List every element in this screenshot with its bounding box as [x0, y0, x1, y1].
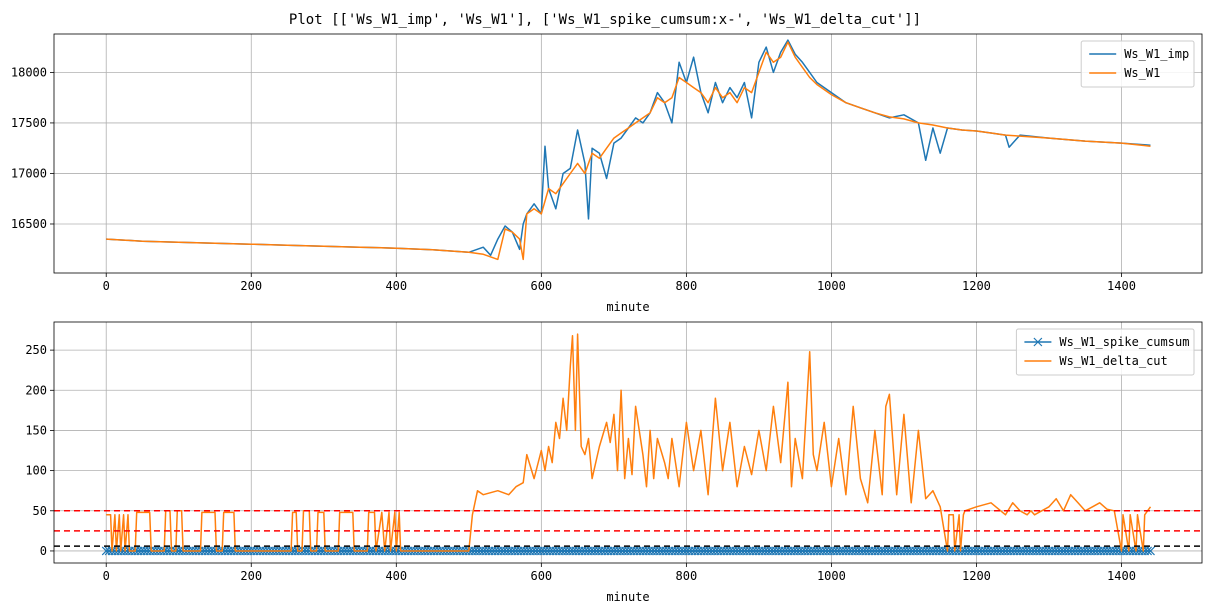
bottom-subplot: 0 200 400 600 800 1000 1200 1400 0 50 100 150 200 250…: [25, 321, 1203, 604]
legend-box: [1015, 328, 1195, 376]
x-tick-label: 1200: [962, 569, 991, 583]
y-tick-label: 100: [25, 464, 47, 478]
x-tick-label: 800: [676, 279, 698, 293]
x-axis-label: minute: [606, 300, 649, 314]
x-tick-label: 1400: [1107, 569, 1136, 583]
series-markers-spike-cumsum: [101, 546, 1155, 556]
legend-label: Ws_W1: [1124, 66, 1160, 80]
x-tick-label: 600: [530, 279, 552, 293]
y-tick-label: 200: [25, 383, 47, 397]
x-tick-label: 1200: [962, 279, 991, 293]
x-tick-label: 0: [103, 569, 110, 583]
x-axis-label: minute: [606, 590, 649, 604]
y-tick-label: 50: [33, 504, 47, 518]
y-tick-label: 16500: [11, 217, 47, 231]
series-line-ws-w1-delta-cut: [106, 333, 1152, 552]
y-tick-label: 17000: [11, 166, 47, 180]
legend-label: Ws_W1_delta_cut: [1059, 354, 1167, 368]
x-tick-label: 1000: [817, 569, 846, 583]
legend: Ws_W1_spike_cumsum Ws_W1_delta_cut: [1015, 328, 1195, 376]
axes-frame: [53, 321, 1203, 564]
series-line-ws-w1-imp: [106, 39, 1151, 257]
plot-area: [106, 39, 1151, 261]
x-tick-label: 0: [103, 279, 110, 293]
x-marker: [1146, 546, 1155, 556]
y-tick-label: 17500: [11, 116, 47, 130]
top-subplot: 0 200 400 600 800 1000 1200 1400 16500 17000 17500…: [11, 33, 1203, 314]
y-tick-label: 18000: [11, 65, 47, 79]
figure-title: Plot [['Ws_W1_imp', 'Ws_W1'], ['Ws_W1_sp…: [289, 12, 921, 28]
x-tick-label: 200: [240, 569, 262, 583]
legend-marker: [1033, 337, 1043, 347]
x-tick-label: 400: [385, 279, 407, 293]
x-marker: [1143, 546, 1153, 556]
y-tick-label: 250: [25, 343, 47, 357]
legend: Ws_W1_imp Ws_W1: [1080, 40, 1195, 88]
x-tick-label: 1400: [1107, 279, 1136, 293]
legend-label: Ws_W1_spike_cumsum: [1059, 335, 1189, 349]
x-tick-label: 400: [385, 569, 407, 583]
legend-label: Ws_W1_imp: [1124, 47, 1189, 61]
y-tick-label: 150: [25, 423, 47, 437]
axes-frame: [53, 33, 1203, 274]
x-tick-label: 200: [240, 279, 262, 293]
y-tick-label: 0: [40, 544, 47, 558]
x-tick-label: 600: [530, 569, 552, 583]
x-tick-label: 1000: [817, 279, 846, 293]
x-tick-label: 800: [676, 569, 698, 583]
series-line-ws-w1: [106, 41, 1151, 261]
legend-box: [1080, 40, 1195, 88]
plot-area: [54, 333, 1202, 556]
